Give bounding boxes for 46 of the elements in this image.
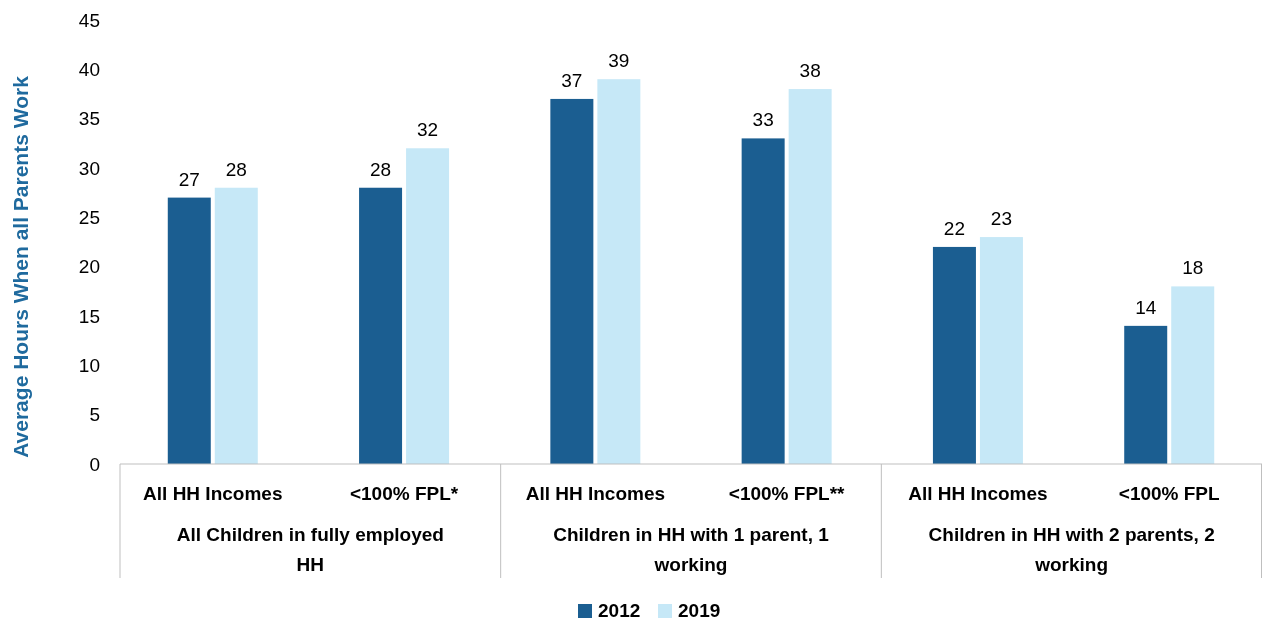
bar <box>741 138 785 464</box>
bar <box>359 187 403 464</box>
bar <box>167 197 211 464</box>
data-label: 14 <box>1135 296 1157 318</box>
x-tick-label: All HH Incomes <box>908 483 1048 504</box>
bar <box>1124 325 1168 464</box>
data-label: 33 <box>752 109 774 131</box>
data-label: 37 <box>561 69 583 91</box>
text: All Children in fully employed HH <box>176 524 444 575</box>
y-tick-label: 35 <box>78 108 100 130</box>
y-tick-label: 45 <box>78 9 100 31</box>
y-tick-label: 30 <box>78 157 100 179</box>
legend-label: 2012 <box>598 600 641 621</box>
bar <box>1171 286 1215 464</box>
x-tick-label: All HH Incomes <box>143 483 283 504</box>
bar <box>597 79 641 464</box>
x-tick-label: All HH Incomes <box>525 483 666 504</box>
x-tick-label: <100% FPL* <box>349 483 459 504</box>
bar <box>214 187 258 464</box>
data-label: 32 <box>417 119 439 141</box>
data-label: 23 <box>990 208 1013 230</box>
data-label: 28 <box>225 158 247 180</box>
y-tick-label: 15 <box>78 305 100 327</box>
data-label: 27 <box>178 168 200 190</box>
text: Children in HH with 1 parent, 1 working <box>553 524 830 575</box>
legend-label: 2019 <box>678 600 721 621</box>
data-label: 18 <box>1182 257 1204 279</box>
x-tick-label: <100% FPL <box>1118 483 1221 504</box>
y-tick-label: 25 <box>78 206 100 228</box>
y-tick-label: 20 <box>78 256 100 278</box>
data-label: 38 <box>799 60 821 82</box>
data-label: 22 <box>943 217 966 239</box>
x-tick-label: <100% FPL** <box>728 483 846 504</box>
bar <box>550 98 594 464</box>
y-tick-label: 10 <box>78 354 100 376</box>
y-axis-title: Average Hours When all Parents Work <box>9 75 32 458</box>
bar <box>406 148 450 464</box>
y-tick-label: 0 <box>89 453 100 475</box>
bar <box>932 246 976 464</box>
y-tick-label: 40 <box>78 58 100 80</box>
bar <box>979 237 1023 464</box>
text: Children in HH with 2 parents, 2 working <box>928 524 1215 575</box>
data-label: 28 <box>370 158 392 180</box>
y-tick-label: 5 <box>89 404 100 426</box>
data-label: 39 <box>608 50 630 72</box>
bar <box>788 89 832 464</box>
